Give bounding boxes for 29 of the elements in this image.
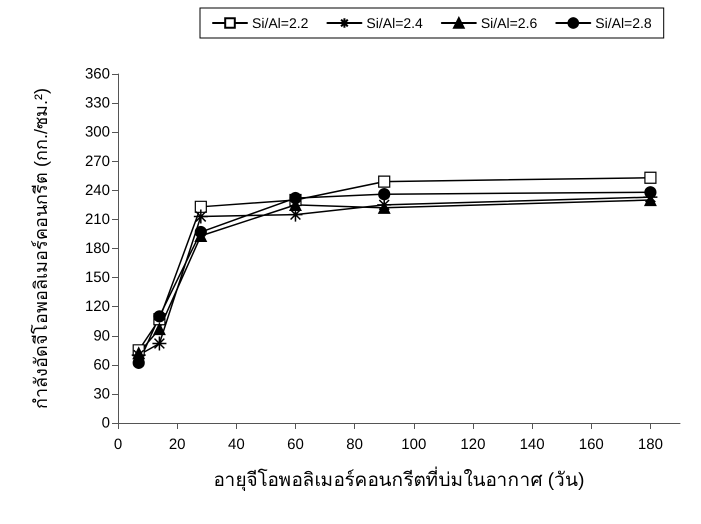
y-tick-label: 210 [84,210,110,228]
y-tick-label: 330 [84,94,110,112]
x-tick-label: 20 [168,436,186,453]
y-tick-label: 300 [84,124,110,141]
x-tick-label: 160 [578,436,604,453]
x-tick-label: 180 [638,436,663,453]
x-tick-label: 80 [346,436,363,453]
y-tick-label: 30 [93,385,110,402]
y-tick-label: 60 [93,356,110,374]
legend-label: Si/Al=2.4 [366,15,424,31]
legend-label: Si/Al=2.6 [480,15,538,31]
y-tick-label: 0 [102,414,110,432]
legend-label: Si/Al=2.2 [252,15,309,31]
x-tick-label: 100 [401,436,426,453]
x-tick-label: 60 [287,436,304,453]
y-tick-label: 120 [84,298,110,316]
y-tick-label: 270 [84,152,110,170]
x-tick-label: 140 [520,436,545,453]
y-tick-label: 180 [84,240,110,257]
y-tick-label: 90 [93,327,110,344]
y-tick-label: 150 [84,269,110,286]
y-axis-title: กำลังอัดจีโอพอลิเมอร์คอนกรีต (กก./ซม.²) [30,88,51,409]
x-tick-label: 40 [228,436,245,453]
x-axis-title: อายุจีโอพอลิเมอร์คอนกรีตที่บ่มในอากาศ (วัน) [214,466,584,492]
x-tick-label: 0 [114,436,122,453]
legend-label: Si/Al=2.8 [595,15,652,31]
y-tick-label: 360 [84,66,110,82]
x-tick-label: 120 [460,436,486,453]
y-tick-label: 240 [84,182,110,199]
